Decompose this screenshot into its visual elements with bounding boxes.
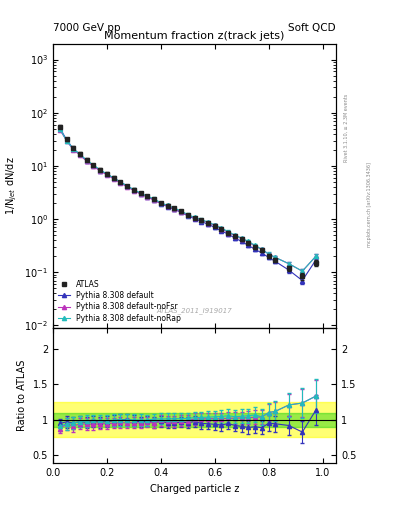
Y-axis label: Ratio to ATLAS: Ratio to ATLAS: [17, 360, 27, 431]
Text: 7000 GeV pp: 7000 GeV pp: [53, 23, 121, 33]
Text: mcplots.cern.ch [arXiv:1306.3436]: mcplots.cern.ch [arXiv:1306.3436]: [367, 162, 373, 247]
Text: Rivet 3.1.10, ≥ 2.3M events: Rivet 3.1.10, ≥ 2.3M events: [344, 94, 349, 162]
Y-axis label: 1/N$_{jet}$ dN/dz: 1/N$_{jet}$ dN/dz: [4, 156, 19, 215]
Legend: ATLAS, Pythia 8.308 default, Pythia 8.308 default-noFsr, Pythia 8.308 default-no: ATLAS, Pythia 8.308 default, Pythia 8.30…: [57, 278, 182, 324]
Title: Momentum fraction z(track jets): Momentum fraction z(track jets): [105, 31, 285, 41]
Text: ATLAS_2011_I919017: ATLAS_2011_I919017: [157, 307, 232, 314]
Text: Soft QCD: Soft QCD: [288, 23, 336, 33]
X-axis label: Charged particle z: Charged particle z: [150, 484, 239, 494]
